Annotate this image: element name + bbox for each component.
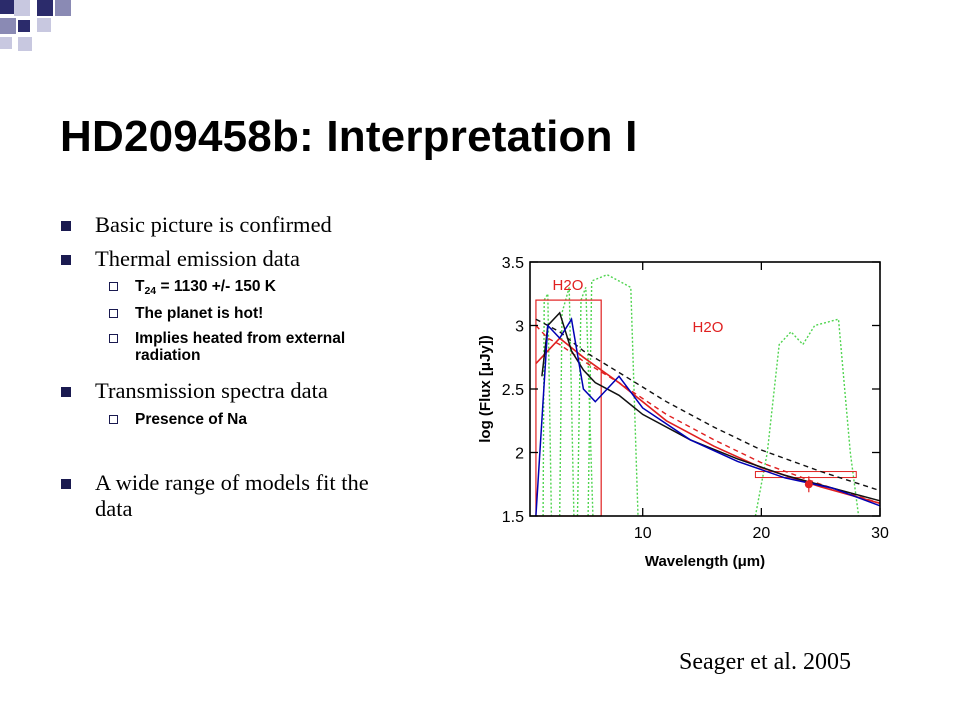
- deco-square-9: [0, 37, 12, 49]
- temp-symbol: T: [135, 278, 145, 295]
- external-radiation-line2: radiation: [135, 347, 201, 364]
- slide-title: HD209458b: Interpretation I: [60, 112, 638, 161]
- x-tick-label-3: 30: [871, 525, 889, 542]
- x-tick-label-2: 20: [752, 525, 770, 542]
- h2o-annotation-2: H2O: [693, 319, 724, 336]
- deco-square-7: [37, 18, 51, 32]
- filter-band-3: [576, 287, 594, 517]
- series-5-line: [535, 317, 881, 517]
- deco-square-3: [37, 0, 53, 16]
- series-2-line: [535, 325, 881, 504]
- filter-band-5: [754, 318, 860, 517]
- deco-square-5: [0, 18, 16, 34]
- sub-bullet-planet-hot: The planet is hot!: [60, 305, 440, 322]
- models-fit-line1: A wide range of models fit the: [95, 470, 369, 495]
- external-radiation-line1: Implies heated from external: [135, 330, 346, 347]
- bullet-list: Basic picture is confirmed Thermal emiss…: [60, 212, 440, 522]
- x-tick-label-1: 10: [634, 525, 652, 542]
- deco-square-4: [55, 0, 71, 16]
- sub-bullet-external-radiation: Implies heated from external radiation: [60, 330, 440, 364]
- bullet-models-fit: A wide range of models fit the data: [60, 470, 440, 522]
- y-tick-label-1: 1.5: [502, 509, 524, 526]
- deco-square-1: [0, 0, 14, 14]
- bullet-thermal-emission: Thermal emission data: [60, 246, 440, 272]
- spectrum-chart-svg: 1.5 2 2.5 3 3.5 10 20 30 Wavelength (μm) log (Flu…: [477, 255, 889, 570]
- y-axis-label: log (Flux [μJy]): [477, 335, 494, 443]
- sub-bullet-sodium: Presence of Na: [60, 411, 440, 428]
- y-tick-label-2: 2: [515, 446, 524, 463]
- temp-subscript: 24: [144, 285, 157, 297]
- filter-band-4: [587, 273, 639, 517]
- series-1-line: [535, 318, 881, 492]
- spectrum-chart: 1.5 2 2.5 3 3.5 10 20 30 Wavelength (μm) log (Flu…: [470, 246, 894, 584]
- series-4-line: [541, 311, 881, 502]
- h2o-annotation-1: H2O: [553, 277, 584, 294]
- deco-square-8: [18, 37, 32, 51]
- citation: Seager et al. 2005: [679, 649, 851, 675]
- sub-bullet-temperature: T24 = 1130 +/- 150 K: [60, 278, 440, 297]
- errorbar-box: [754, 471, 857, 479]
- bullet-basic-picture: Basic picture is confirmed: [60, 212, 440, 238]
- x-axis-label: Wavelength (μm): [645, 553, 765, 570]
- y-tick-label-3: 2.5: [502, 382, 524, 399]
- deco-square-2: [14, 0, 30, 16]
- deco-square-6: [18, 20, 30, 32]
- bullet-transmission-spectra: Transmission spectra data: [60, 378, 440, 404]
- y-tick-label-4: 3: [515, 319, 524, 336]
- temp-value: = 1130 +/- 150 K: [156, 278, 276, 295]
- models-fit-line2: data: [95, 496, 133, 521]
- y-tick-label-5: 3.5: [502, 255, 524, 272]
